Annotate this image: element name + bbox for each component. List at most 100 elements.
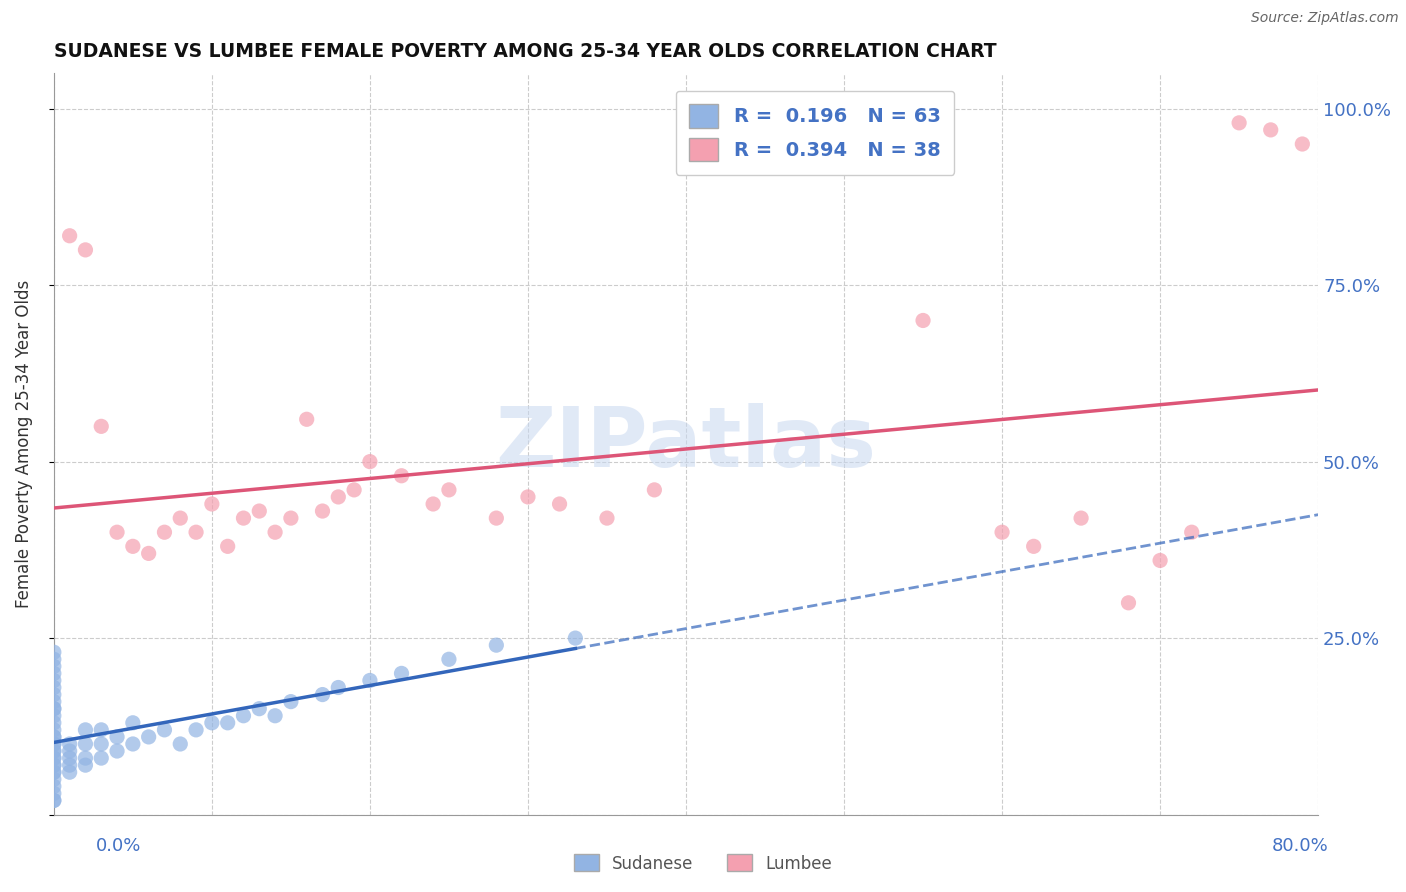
- Point: [232, 511, 254, 525]
- Point: [90, 751, 112, 765]
- Point: [1118, 596, 1140, 610]
- Point: [75, 723, 97, 737]
- Point: [201, 497, 224, 511]
- Point: [138, 546, 160, 560]
- Point: [42, 758, 65, 772]
- Point: [42, 673, 65, 688]
- Point: [42, 645, 65, 659]
- Point: [42, 786, 65, 800]
- Point: [42, 737, 65, 751]
- Point: [42, 659, 65, 673]
- Point: [121, 737, 143, 751]
- Point: [90, 737, 112, 751]
- Point: [105, 525, 128, 540]
- Point: [328, 490, 350, 504]
- Legend: R =  0.196   N = 63, R =  0.394   N = 38: R = 0.196 N = 63, R = 0.394 N = 38: [676, 91, 955, 175]
- Point: [1070, 511, 1092, 525]
- Text: Source: ZipAtlas.com: Source: ZipAtlas.com: [1251, 11, 1399, 25]
- Text: SUDANESE VS LUMBEE FEMALE POVERTY AMONG 25-34 YEAR OLDS CORRELATION CHART: SUDANESE VS LUMBEE FEMALE POVERTY AMONG …: [53, 42, 997, 61]
- Point: [75, 737, 97, 751]
- Y-axis label: Female Poverty Among 25-34 Year Olds: Female Poverty Among 25-34 Year Olds: [15, 280, 32, 608]
- Point: [42, 751, 65, 765]
- Point: [437, 483, 460, 497]
- Point: [548, 497, 571, 511]
- Point: [359, 673, 381, 688]
- Point: [42, 772, 65, 787]
- Point: [343, 483, 366, 497]
- Point: [1291, 136, 1313, 151]
- Point: [169, 737, 191, 751]
- Point: [422, 497, 444, 511]
- Point: [1227, 116, 1250, 130]
- Point: [328, 681, 350, 695]
- Point: [42, 730, 65, 744]
- Point: [437, 652, 460, 666]
- Point: [42, 695, 65, 709]
- Point: [1181, 525, 1204, 540]
- Point: [217, 715, 239, 730]
- Point: [311, 504, 333, 518]
- Point: [217, 539, 239, 553]
- Point: [42, 666, 65, 681]
- Point: [42, 701, 65, 715]
- Point: [247, 504, 270, 518]
- Point: [42, 744, 65, 758]
- Point: [90, 723, 112, 737]
- Point: [280, 695, 302, 709]
- Point: [42, 723, 65, 737]
- Point: [153, 723, 176, 737]
- Point: [359, 455, 381, 469]
- Point: [42, 765, 65, 780]
- Point: [264, 525, 287, 540]
- Point: [121, 715, 143, 730]
- Point: [391, 468, 413, 483]
- Point: [1149, 553, 1171, 567]
- Point: [295, 412, 318, 426]
- Point: [42, 715, 65, 730]
- Point: [991, 525, 1014, 540]
- Point: [184, 525, 207, 540]
- Point: [42, 765, 65, 780]
- Point: [564, 631, 586, 645]
- Point: [280, 511, 302, 525]
- Point: [311, 688, 333, 702]
- Point: [596, 511, 619, 525]
- Point: [201, 715, 224, 730]
- Point: [75, 243, 97, 257]
- Point: [105, 744, 128, 758]
- Point: [59, 758, 82, 772]
- Point: [42, 751, 65, 765]
- Point: [42, 793, 65, 807]
- Point: [42, 688, 65, 702]
- Point: [138, 730, 160, 744]
- Text: 0.0%: 0.0%: [96, 837, 141, 855]
- Point: [59, 228, 82, 243]
- Point: [42, 730, 65, 744]
- Point: [516, 490, 538, 504]
- Point: [121, 539, 143, 553]
- Point: [59, 765, 82, 780]
- Point: [153, 525, 176, 540]
- Point: [42, 701, 65, 715]
- Point: [75, 758, 97, 772]
- Point: [90, 419, 112, 434]
- Legend: Sudanese, Lumbee: Sudanese, Lumbee: [567, 847, 839, 880]
- Point: [169, 511, 191, 525]
- Point: [42, 780, 65, 794]
- Point: [42, 758, 65, 772]
- Point: [232, 708, 254, 723]
- Point: [247, 701, 270, 715]
- Point: [42, 793, 65, 807]
- Point: [75, 751, 97, 765]
- Point: [912, 313, 935, 327]
- Point: [59, 751, 82, 765]
- Point: [42, 708, 65, 723]
- Point: [391, 666, 413, 681]
- Point: [1260, 123, 1282, 137]
- Point: [59, 744, 82, 758]
- Point: [42, 652, 65, 666]
- Point: [105, 730, 128, 744]
- Point: [485, 638, 508, 652]
- Point: [42, 744, 65, 758]
- Point: [42, 681, 65, 695]
